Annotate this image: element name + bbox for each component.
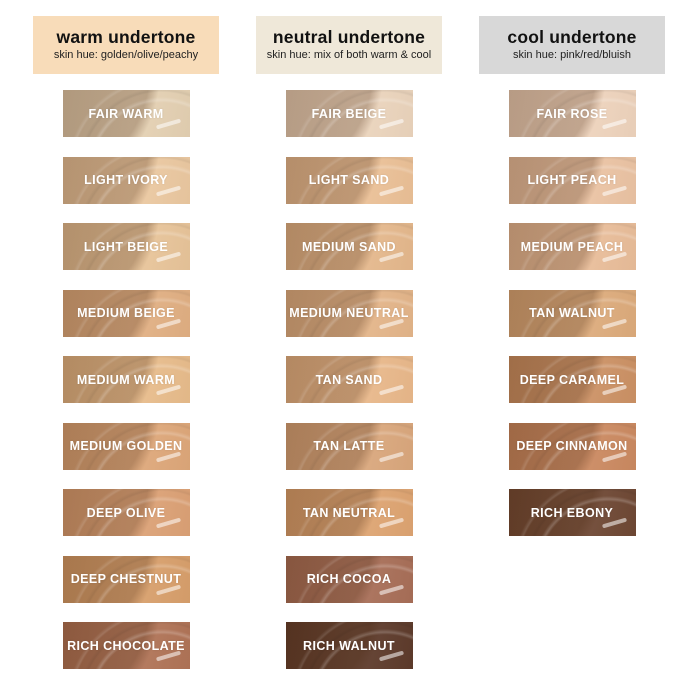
shade-swatch: FAIR WARM [62,90,190,137]
shade-label: MEDIUM PEACH [520,239,624,254]
undertone-column-warm: warm undertone skin hue: golden/olive/pea… [33,16,219,669]
column-subtitle: skin hue: golden/olive/peachy [53,48,199,61]
shade-label: DEEP CHESTNUT [70,572,182,586]
shade-swatch: DEEP CARAMEL [508,356,636,403]
column-title: warm undertone [56,27,196,48]
shade-swatch: MEDIUM GOLDEN [62,422,190,470]
shade-label: RICH CHOCOLATE [67,638,185,653]
shade-swatch: MEDIUM PEACH [508,223,636,270]
shade-label: TAN SAND [315,372,383,387]
shade-label: RICH WALNUT [303,638,395,653]
column-title: neutral undertone [272,27,426,48]
column-header-cool: cool undertone skin hue: pink/red/bluish [479,16,665,74]
shade-swatch: TAN NEUTRAL [285,489,413,536]
shade-label: MEDIUM NEUTRAL [289,306,409,320]
shade-label: DEEP CARAMEL [519,372,625,387]
shade-swatch: LIGHT SAND [285,156,413,204]
shade-swatch: MEDIUM WARM [62,356,190,403]
shade-label: DEEP CINNAMON [516,439,628,453]
shade-swatch: RICH EBONY [508,489,636,536]
shade-swatch: FAIR ROSE [508,90,636,137]
undertone-column-cool: cool undertone skin hue: pink/red/bluish F… [479,16,665,536]
shade-list-warm: FAIR WARM LIGHT IVORY LIGHT BEIGE MEDIUM BE… [33,90,219,669]
shade-swatch: MEDIUM SAND [285,223,413,270]
shade-label: MEDIUM WARM [76,372,176,387]
shade-label: MEDIUM BEIGE [77,306,175,320]
shade-label: RICH EBONY [530,505,614,520]
shade-label: TAN LATTE [313,439,385,453]
shade-swatch: RICH CHOCOLATE [62,622,190,669]
shade-list-cool: FAIR ROSE LIGHT PEACH MEDIUM PEACH TAN WALN… [479,90,665,536]
shade-swatch: TAN SAND [285,356,413,403]
column-title: cool undertone [507,27,637,48]
shade-label: LIGHT BEIGE [83,239,169,254]
shade-label: MEDIUM GOLDEN [69,439,183,453]
shade-swatch: FAIR BEIGE [285,90,413,137]
shade-label: LIGHT PEACH [527,173,617,187]
shade-label: FAIR WARM [88,106,164,121]
shade-swatch: MEDIUM BEIGE [62,289,190,337]
shade-label: FAIR ROSE [536,106,608,121]
column-subtitle: skin hue: pink/red/bluish [512,48,631,61]
column-header-warm: warm undertone skin hue: golden/olive/pea… [33,16,219,74]
shade-swatch: LIGHT IVORY [62,156,190,204]
shade-label: FAIR BEIGE [311,106,387,121]
shade-swatch: DEEP CINNAMON [508,422,636,470]
column-header-neutral: neutral undertone skin hue: mix of both w… [256,16,442,74]
column-subtitle: skin hue: mix of both warm & cool [266,48,432,61]
shade-label: TAN NEUTRAL [302,505,396,520]
shade-swatch: TAN WALNUT [508,289,636,337]
shade-list-neutral: FAIR BEIGE LIGHT SAND MEDIUM SAND MEDIUM NE… [256,90,442,669]
shade-swatch: RICH WALNUT [285,622,413,669]
shade-label: TAN WALNUT [529,306,615,320]
shade-label: RICH COCOA [306,572,392,586]
shade-swatch: MEDIUM NEUTRAL [285,289,413,337]
shade-label: LIGHT IVORY [84,173,168,187]
shade-label: MEDIUM SAND [302,239,396,254]
shade-swatch: RICH COCOA [285,555,413,603]
shade-swatch: DEEP OLIVE [62,489,190,536]
shade-swatch: TAN LATTE [285,422,413,470]
shade-swatch: LIGHT PEACH [508,156,636,204]
shade-label: LIGHT SAND [308,173,390,187]
undertone-column-neutral: neutral undertone skin hue: mix of both w… [256,16,442,669]
shade-swatch: DEEP CHESTNUT [62,555,190,603]
shade-label: DEEP OLIVE [86,505,166,520]
shade-swatch: LIGHT BEIGE [62,223,190,270]
